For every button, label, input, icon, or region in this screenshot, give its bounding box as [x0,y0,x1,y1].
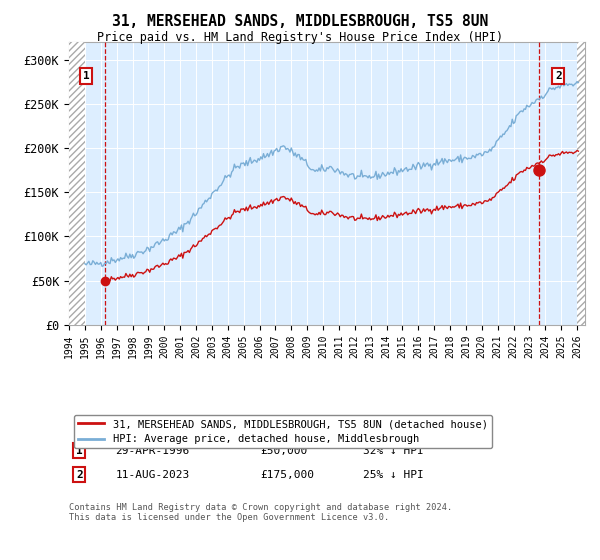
Text: 31, MERSEHEAD SANDS, MIDDLESBROUGH, TS5 8UN: 31, MERSEHEAD SANDS, MIDDLESBROUGH, TS5 … [112,14,488,29]
Text: £175,000: £175,000 [260,470,314,480]
Text: £50,000: £50,000 [260,446,307,456]
Text: 29-APR-1996: 29-APR-1996 [115,446,190,456]
Text: 1: 1 [83,71,89,81]
Text: 32% ↓ HPI: 32% ↓ HPI [363,446,424,456]
Text: 2: 2 [555,71,562,81]
Legend: 31, MERSEHEAD SANDS, MIDDLESBROUGH, TS5 8UN (detached house), HPI: Average price: 31, MERSEHEAD SANDS, MIDDLESBROUGH, TS5 … [74,415,492,449]
Text: 1: 1 [76,446,83,456]
Text: 11-AUG-2023: 11-AUG-2023 [115,470,190,480]
Text: 25% ↓ HPI: 25% ↓ HPI [363,470,424,480]
Text: 2: 2 [76,470,83,480]
Text: Price paid vs. HM Land Registry's House Price Index (HPI): Price paid vs. HM Land Registry's House … [97,31,503,44]
Bar [577,42,585,325]
Bar [69,42,85,325]
Text: Contains HM Land Registry data © Crown copyright and database right 2024.
This d: Contains HM Land Registry data © Crown c… [69,503,452,522]
